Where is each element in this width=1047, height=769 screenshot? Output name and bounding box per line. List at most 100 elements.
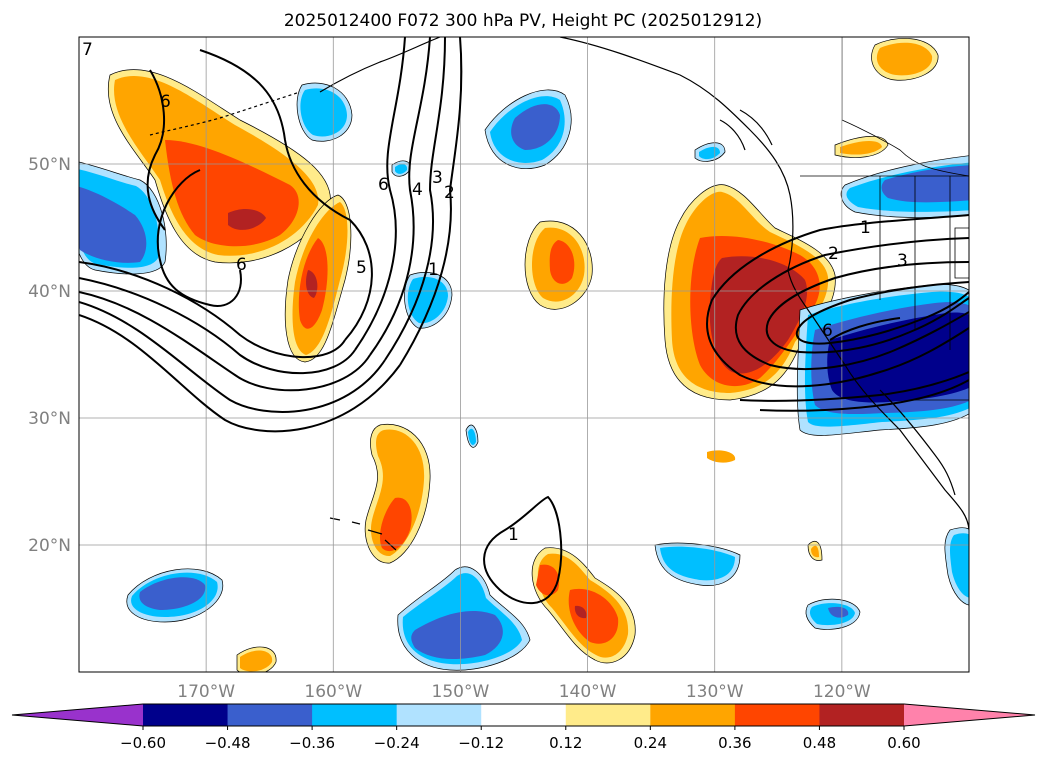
colorbar-bin: [819, 704, 905, 726]
latitude-tick-label: 20°N: [28, 536, 71, 556]
longitude-tick-label: 160°W: [304, 682, 362, 702]
colorbar-bin: [734, 704, 820, 726]
colorbar-tick-label: 0.60: [887, 734, 920, 752]
contour-label: 2: [828, 244, 839, 264]
pv-contour-fill: [828, 606, 849, 618]
latitude-tick-label: 50°N: [28, 155, 71, 175]
pv-contour-fill: [379, 497, 412, 552]
pv-contour-fill: [549, 240, 575, 284]
colorbar-bin: [481, 704, 567, 726]
pv-negative-alaska: [296, 82, 353, 142]
colorbar-labels: −0.60 −0.48 −0.36 −0.24 −0.12 0.12 0.24 0.36 0.4…: [120, 734, 921, 752]
colorbar-tick-label: 0.12: [549, 734, 582, 752]
contour-label: 1: [428, 260, 439, 280]
longitude-tick-label: 170°W: [177, 682, 235, 702]
map-layers: 6 6 6 5 4 3 2 1 1 2 3 6 1 7: [79, 37, 969, 672]
pv-positive-142w: [524, 220, 593, 310]
longitude-tick-label: 150°W: [432, 682, 490, 702]
pv-negative-west: [79, 161, 167, 275]
pv-contour-fill: [811, 545, 819, 558]
contour-south-1: [739, 371, 969, 402]
contour-ridge-6: [199, 49, 373, 341]
colorbar-tick-label: −0.36: [289, 734, 335, 752]
bc-islands: [719, 109, 773, 151]
pv-contour-fill: [709, 256, 808, 374]
contour-label: 2: [444, 183, 455, 203]
pv-contour-fill: [228, 208, 266, 230]
colorbar-bin: [312, 704, 398, 726]
pv-contour-fill: [536, 564, 560, 596]
pv-contour-fill: [468, 428, 476, 445]
pv-contour-fill: [411, 610, 503, 660]
colorbar-tick-label: 0.24: [634, 734, 667, 752]
contour-label: 6: [822, 321, 833, 341]
colorbar-extend-min: [12, 704, 143, 726]
pv-contour-fill: [568, 588, 619, 644]
colorbar-tick-label: 0.36: [718, 734, 751, 752]
contour-low-4: [795, 281, 969, 345]
contour-label: 1: [508, 525, 519, 545]
contour-west-1: [79, 261, 346, 358]
pv-negative-gulf: [484, 89, 572, 169]
longitude-labels: 170°W 160°W 150°W 140°W 130°W 120°W: [177, 682, 871, 702]
colorbar-tick-label: 0.48: [803, 734, 836, 752]
contour-west-2: [79, 277, 356, 375]
pv-negative-south: [126, 542, 861, 671]
pv-contour-fill: [707, 450, 736, 463]
colorbar-bin: [143, 704, 229, 726]
contour-low-5: [829, 317, 901, 341]
latitude-tick-label: 30°N: [28, 409, 71, 429]
longitude-tick-label: 140°W: [559, 682, 617, 702]
contour-label: 5: [356, 258, 367, 278]
latitude-labels: 50°N 40°N 30°N 20°N: [28, 155, 71, 556]
contour-west-5: [79, 314, 401, 433]
pv-positive-hawaii: [364, 423, 431, 564]
alaska-coast: [319, 37, 441, 93]
longitude-tick-label: 130°W: [686, 682, 744, 702]
coastlines: [149, 37, 969, 551]
contour-label: 3: [432, 168, 443, 188]
contour-south-2: [759, 379, 969, 412]
contour-label: 4: [412, 180, 423, 200]
figure-title: 2025012400 F072 300 hPa PV, Height PC (2…: [284, 11, 762, 31]
contour-labels: 6 6 6 5 4 3 2 1 1 2 3 6 1 7: [82, 40, 908, 545]
contour-low-3: [765, 261, 969, 354]
baja-coast: [879, 389, 956, 496]
colorbar-bin: [227, 704, 313, 726]
contour-ridge-3: [384, 37, 446, 361]
pv-contour-fill: [395, 164, 408, 174]
pv-contour-fill: [240, 650, 273, 672]
colorbar-bin: [396, 704, 482, 726]
contour-closed-1: [483, 495, 563, 604]
contour-ridge-5: [354, 37, 406, 351]
contour-ridge-4: [369, 37, 431, 356]
pv-positive-160w: [284, 194, 352, 363]
pv-contour-fill: [574, 605, 587, 619]
pv-contour-fill: [300, 88, 347, 137]
contour-ridge-2: [399, 37, 463, 366]
contour-closed-6b: [146, 69, 166, 231]
pv-positive-small: [236, 450, 823, 672]
contour-west-3: [79, 291, 371, 392]
map-frame: [78, 36, 970, 673]
pv-contour-fill: [950, 533, 969, 598]
aleutian-islands: [149, 91, 301, 136]
pv-negative-canada: [840, 155, 969, 606]
contour-label: 7: [82, 40, 93, 60]
pv-contour-fill: [511, 104, 560, 150]
pv-contour-fill: [840, 140, 882, 155]
contour-label: 1: [860, 218, 871, 238]
colorbar-tick-label: −0.12: [458, 734, 504, 752]
height-contours: [79, 37, 969, 604]
pv-contour-fill: [139, 577, 206, 610]
contour-west-4: [79, 301, 386, 413]
pv-contour-fill: [660, 546, 735, 581]
colorbar-tick-label: −0.24: [374, 734, 420, 752]
pv-contour-fill: [407, 276, 448, 324]
north-america-coast: [559, 37, 969, 531]
contour-low-2: [734, 237, 969, 370]
pv-contour-fill: [876, 42, 933, 76]
colorbar: [11, 703, 1036, 730]
